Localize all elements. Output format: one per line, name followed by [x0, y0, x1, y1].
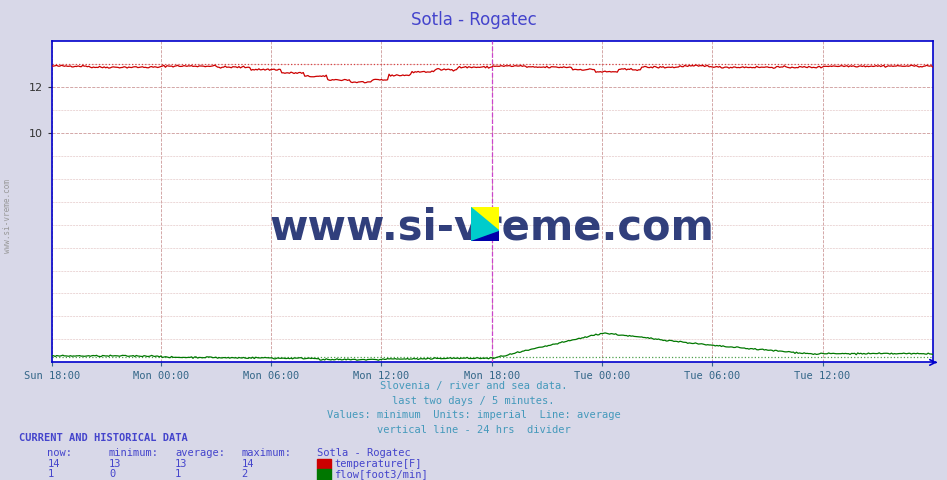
- Polygon shape: [471, 231, 499, 241]
- Text: vertical line - 24 hrs  divider: vertical line - 24 hrs divider: [377, 425, 570, 434]
- Text: maximum:: maximum:: [241, 448, 292, 458]
- Text: 13: 13: [109, 459, 121, 468]
- Text: 0: 0: [109, 469, 116, 479]
- Text: average:: average:: [175, 448, 225, 458]
- Text: Sotla - Rogatec: Sotla - Rogatec: [411, 11, 536, 29]
- Polygon shape: [471, 207, 499, 231]
- Text: CURRENT AND HISTORICAL DATA: CURRENT AND HISTORICAL DATA: [19, 433, 188, 443]
- Text: 1: 1: [47, 469, 54, 479]
- Text: now:: now:: [47, 448, 72, 458]
- Text: temperature[F]: temperature[F]: [334, 459, 421, 468]
- Text: minimum:: minimum:: [109, 448, 159, 458]
- Text: last two days / 5 minutes.: last two days / 5 minutes.: [392, 396, 555, 406]
- Text: 14: 14: [47, 459, 60, 468]
- Text: flow[foot3/min]: flow[foot3/min]: [334, 469, 428, 479]
- Text: Values: minimum  Units: imperial  Line: average: Values: minimum Units: imperial Line: av…: [327, 410, 620, 420]
- Text: www.si-vreme.com: www.si-vreme.com: [270, 206, 715, 248]
- Text: 2: 2: [241, 469, 248, 479]
- Polygon shape: [471, 207, 499, 241]
- Text: Slovenia / river and sea data.: Slovenia / river and sea data.: [380, 382, 567, 391]
- Text: Sotla - Rogatec: Sotla - Rogatec: [317, 448, 411, 458]
- Text: 1: 1: [175, 469, 182, 479]
- Text: 14: 14: [241, 459, 254, 468]
- Text: 13: 13: [175, 459, 188, 468]
- Text: www.si-vreme.com: www.si-vreme.com: [3, 179, 12, 253]
